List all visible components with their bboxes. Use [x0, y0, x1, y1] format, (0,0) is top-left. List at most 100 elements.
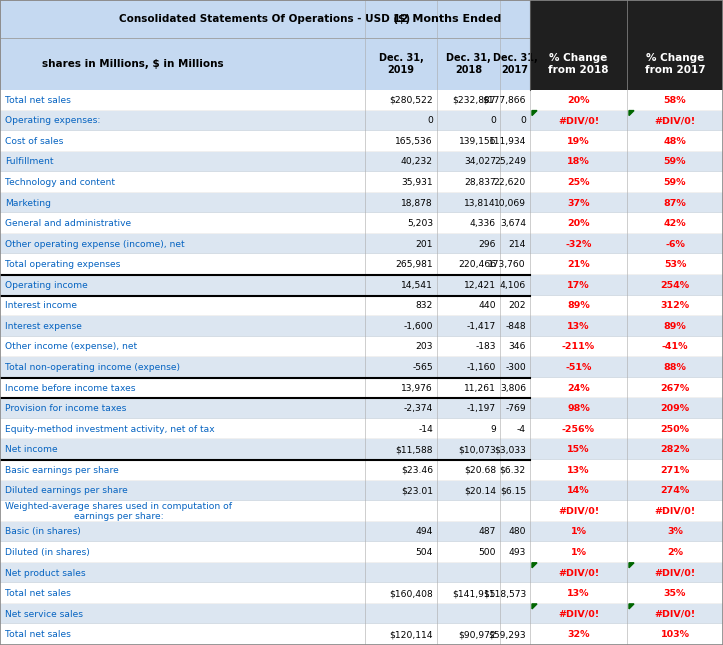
Text: 3,674: 3,674	[500, 219, 526, 228]
Text: $3,033: $3,033	[494, 445, 526, 454]
Text: 42%: 42%	[664, 219, 686, 228]
Bar	[530, 172, 723, 193]
Text: 12 Months Ended: 12 Months Ended	[393, 14, 502, 24]
Text: 214: 214	[508, 240, 526, 249]
Bar	[530, 357, 723, 378]
Bar	[530, 110, 723, 131]
Text: $20.68: $20.68	[464, 466, 496, 475]
Bar	[0, 295, 530, 316]
Text: -1,417: -1,417	[467, 322, 496, 331]
Text: 0: 0	[520, 116, 526, 125]
Text: 18,878: 18,878	[401, 199, 433, 208]
Bar	[530, 378, 723, 399]
Text: 440: 440	[479, 301, 496, 310]
Text: $177,866: $177,866	[482, 95, 526, 104]
Text: 494: 494	[416, 528, 433, 537]
Text: -2,374: -2,374	[403, 404, 433, 413]
Text: 202: 202	[508, 301, 526, 310]
Text: -211%: -211%	[562, 342, 595, 352]
Text: -4: -4	[517, 424, 526, 433]
Bar	[530, 439, 723, 460]
Bar	[530, 131, 723, 152]
Text: 40,232: 40,232	[401, 157, 433, 166]
Text: 24%: 24%	[567, 384, 590, 393]
Text: 3%: 3%	[667, 528, 683, 537]
Text: $20.14: $20.14	[464, 486, 496, 495]
Bar	[530, 0, 723, 38]
Text: 28,837: 28,837	[464, 178, 496, 187]
Text: 34,027: 34,027	[464, 157, 496, 166]
Text: -565: -565	[412, 363, 433, 372]
Text: 37%: 37%	[568, 199, 590, 208]
Text: 21%: 21%	[567, 260, 590, 269]
Text: 22,620: 22,620	[494, 178, 526, 187]
Text: 58%: 58%	[664, 95, 686, 104]
Text: Dec. 31,
2019: Dec. 31, 2019	[379, 53, 424, 75]
Text: #DIV/0!: #DIV/0!	[558, 610, 599, 619]
Polygon shape	[532, 563, 537, 568]
Text: shares in Millions, $ in Millions: shares in Millions, $ in Millions	[42, 59, 223, 69]
Text: 1%: 1%	[570, 528, 586, 537]
Text: #DIV/0!: #DIV/0!	[654, 116, 696, 125]
Bar	[530, 213, 723, 234]
Polygon shape	[532, 110, 537, 115]
Text: #DIV/0!: #DIV/0!	[654, 568, 696, 577]
Text: 139,156: 139,156	[458, 137, 496, 146]
Text: 14%: 14%	[567, 486, 590, 495]
Text: Fulfillment: Fulfillment	[5, 157, 54, 166]
Bar	[530, 583, 723, 604]
Text: $118,573: $118,573	[483, 589, 526, 598]
Text: 500: 500	[479, 548, 496, 557]
Text: 17%: 17%	[567, 281, 590, 290]
Text: 9: 9	[490, 424, 496, 433]
Text: $160,408: $160,408	[389, 589, 433, 598]
Text: Income before income taxes: Income before income taxes	[5, 384, 135, 393]
Text: Net service sales: Net service sales	[5, 610, 83, 619]
Text: 35%: 35%	[664, 589, 686, 598]
Text: 487: 487	[479, 528, 496, 537]
Text: 271%: 271%	[660, 466, 690, 475]
Text: -256%: -256%	[562, 424, 595, 433]
Text: $232,887: $232,887	[453, 95, 496, 104]
Text: -1,197: -1,197	[467, 404, 496, 413]
Bar	[0, 275, 530, 295]
Bar	[530, 501, 723, 522]
Text: 493: 493	[508, 548, 526, 557]
Bar	[0, 234, 530, 254]
Text: 25,249: 25,249	[494, 157, 526, 166]
Bar	[0, 439, 530, 460]
Text: 250%: 250%	[661, 424, 690, 433]
Text: % Change
from 2018: % Change from 2018	[548, 53, 609, 75]
Text: 274%: 274%	[660, 486, 690, 495]
Bar	[0, 399, 530, 419]
Text: Diluted earnings per share: Diluted earnings per share	[5, 486, 128, 495]
Text: $6.15: $6.15	[500, 486, 526, 495]
Text: Total net sales: Total net sales	[5, 589, 71, 598]
Text: 32%: 32%	[568, 630, 590, 639]
Text: 14,541: 14,541	[401, 281, 433, 290]
Bar	[530, 295, 723, 316]
Text: Net product sales: Net product sales	[5, 568, 85, 577]
Text: 13%: 13%	[568, 466, 590, 475]
Text: Operating income: Operating income	[5, 281, 87, 290]
Text: Interest income: Interest income	[5, 301, 77, 310]
Bar	[530, 604, 723, 624]
Text: $59,293: $59,293	[488, 630, 526, 639]
Bar	[0, 316, 530, 337]
Text: 25%: 25%	[568, 178, 590, 187]
Text: 296: 296	[479, 240, 496, 249]
Text: -183: -183	[476, 342, 496, 352]
Text: 346: 346	[508, 342, 526, 352]
Bar	[0, 542, 530, 563]
Bar	[530, 275, 723, 295]
Text: 89%: 89%	[664, 322, 686, 331]
Text: 2%: 2%	[667, 548, 683, 557]
Text: 18%: 18%	[567, 157, 590, 166]
Text: 53%: 53%	[664, 260, 686, 269]
Text: Dec. 31,
2017: Dec. 31, 2017	[492, 53, 537, 75]
Bar	[0, 172, 530, 193]
Text: #DIV/0!: #DIV/0!	[558, 568, 599, 577]
Text: 59%: 59%	[664, 157, 686, 166]
Text: $11,588: $11,588	[395, 445, 433, 454]
Bar	[0, 583, 530, 604]
